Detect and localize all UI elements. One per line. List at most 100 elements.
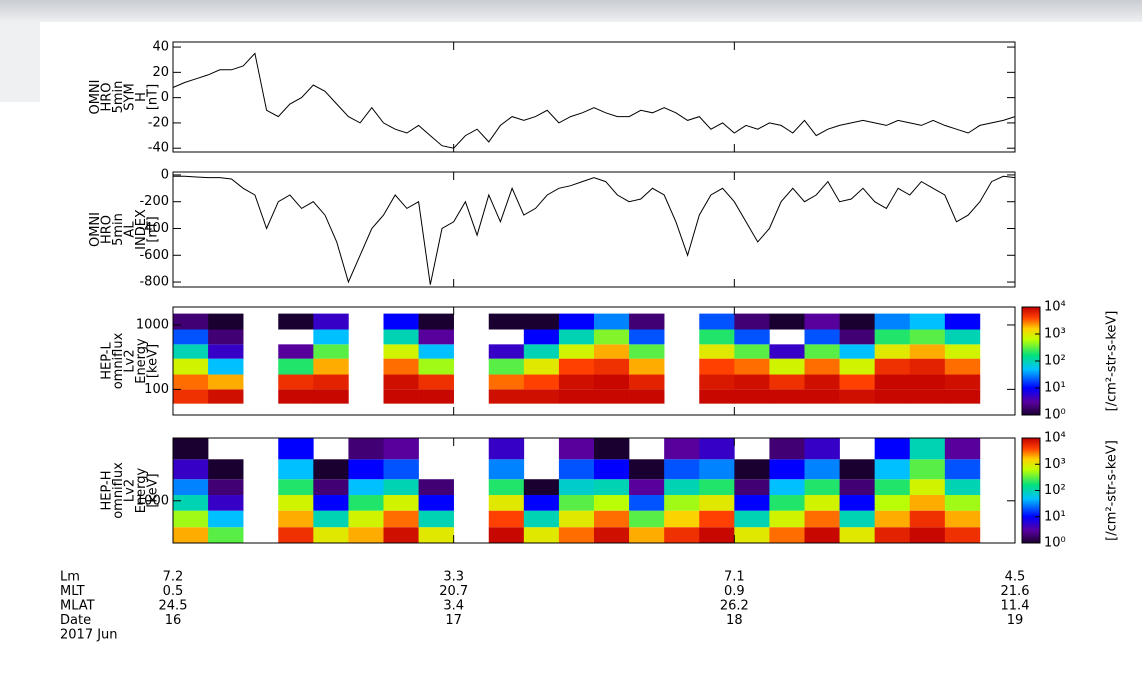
heatmap-cell [699,358,735,375]
heatmap-cell [383,344,419,359]
y-tick-label: 40 [152,40,169,55]
heatmap-cell [909,389,946,404]
y-tick-label: -200 [139,194,169,209]
heatmap-cell [208,389,244,404]
y-axis-label: INDEX [134,209,149,250]
heatmap-cell [558,358,595,375]
panel-frame [172,41,1016,153]
ephemeris-value: 3.4 [443,599,464,614]
heatmap-cell [839,389,875,404]
data-line [172,52,1016,149]
heatmap-cell [558,313,595,330]
heatmap-cell [488,344,525,359]
heatmap-cell [839,510,875,528]
heatmap-cell [558,389,595,404]
heatmap-cell [558,479,595,496]
heatmap-cell [278,374,314,390]
heatmap-cell [909,527,946,543]
heatmap-cell [804,358,840,375]
heatmap-cell [769,495,805,511]
heatmap-cell [769,438,805,460]
heatmap-cell [734,344,770,359]
heatmap-cell [944,479,981,496]
y-tick-label: 20 [152,65,169,80]
y-axis-label: Lv2 [123,349,138,372]
ephemeris-value: 21.6 [1001,584,1030,599]
heatmap-cell [874,374,911,390]
y-axis-label: HRO [100,82,115,111]
heatmap-cell [944,358,981,375]
y-axis-label: H [134,92,149,102]
heatmap-cell [594,438,630,460]
heatmap-cell [874,389,911,404]
heatmap-cell [594,329,630,345]
heatmap-cell [699,438,735,460]
heatmap-cell [173,374,209,390]
heatmap-cell [699,527,735,543]
heatmap-cell [383,510,419,528]
heatmap-cell [348,495,384,511]
heatmap-cell [418,495,454,511]
heatmap-cell [594,358,630,375]
ephemeris-value: 0.9 [724,584,745,599]
heatmap-cell [629,510,665,528]
heatmap-cell [523,358,560,375]
y-tick-label: 0 [161,167,169,182]
heatmap-cell [944,527,981,543]
heatmap-cell [769,527,805,543]
heatmap-cell [699,344,735,359]
heatmap-cell [699,313,735,330]
heatmap-cell [804,438,840,460]
heatmap-cell [383,329,419,345]
heatmap-cell [558,495,595,511]
heatmap-cell [173,358,209,375]
heatmap-cell [208,329,244,345]
heatmap-cell [874,329,911,345]
heatmap-cell [874,459,911,480]
heatmap-cell [383,389,419,404]
heatmap-cell [839,329,875,345]
heatmap-cell [594,527,630,543]
y-tick-label: 1000 [136,493,169,508]
heatmap-cell [769,479,805,496]
heatmap-cell [173,510,209,528]
heatmap-cell [278,459,314,480]
heatmap-cell [734,510,770,528]
heatmap-cell [208,374,244,390]
heatmap-cell [313,329,349,345]
heatmap-cell [909,329,946,345]
heatmap-cell [874,344,911,359]
heatmap-cell [488,495,525,511]
heatmap-cell [523,510,560,528]
ephemeris-label: MLT [60,584,85,599]
heatmap-cell [664,495,700,511]
ephemeris-value: 18 [726,613,743,628]
heatmap-cell [208,344,244,359]
y-axis-label: HEP-H [100,470,115,510]
heatmap-cell [594,510,630,528]
heatmap-cell [594,313,630,330]
heatmap-cell [944,374,981,390]
heatmap-cell [418,329,454,345]
heatmap-cell [699,479,735,496]
colorbar-tick-label: 10³ [1044,327,1066,342]
colorbar-label: [/cm²-str-s-keV] [1105,440,1120,541]
colorbar-tick-label: 10⁰ [1044,536,1066,551]
heatmap-cell [278,389,314,404]
heatmap-cell [629,479,665,496]
ephemeris-label: Date [60,613,91,628]
heatmap-cell [488,389,525,404]
heatmap-cell [909,374,946,390]
heatmap-cell [804,329,840,345]
heatmap-cell [278,438,314,460]
heatmap-cell [699,329,735,345]
heatmap-cell [804,459,840,480]
ephemeris-value: 17 [445,613,462,628]
heatmap-cell [313,479,349,496]
heatmap-cell [839,313,875,330]
heatmap-cell [664,510,700,528]
heatmap-cell [278,479,314,496]
heatmap-cell [804,344,840,359]
heatmap-cell [558,329,595,345]
